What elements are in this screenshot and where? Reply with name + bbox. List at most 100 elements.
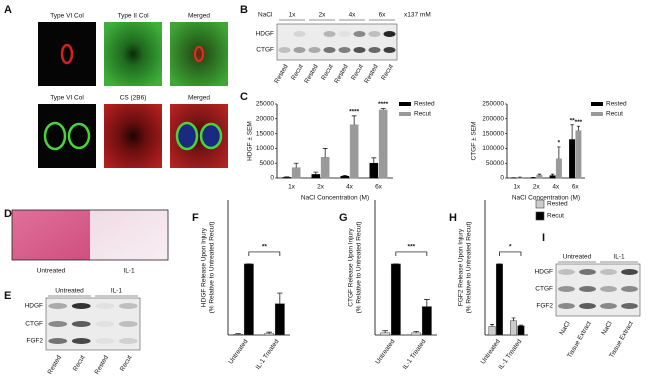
row-label: CTGF <box>535 286 553 293</box>
y-tick-label: 0 <box>270 175 274 182</box>
legend-label: Rested <box>606 101 627 108</box>
band <box>323 47 336 53</box>
x-tick-label: Untreated <box>374 338 396 366</box>
image-label: Type VI Col <box>50 95 84 102</box>
significance-label: * <box>558 140 561 147</box>
legend-swatch <box>535 211 545 221</box>
band <box>95 338 115 344</box>
bar <box>517 325 525 336</box>
row-label: FGF2 <box>26 338 43 345</box>
panel-a-images <box>38 22 228 168</box>
band <box>323 31 336 37</box>
error-bar <box>277 292 283 304</box>
bar <box>369 162 379 179</box>
band <box>600 269 617 275</box>
row-label: HDGF <box>25 303 43 310</box>
micrograph <box>170 22 228 86</box>
image-label: CS (2B6) <box>120 95 147 102</box>
band <box>368 31 381 37</box>
error-bar <box>351 115 357 125</box>
group-label: IL-1 <box>613 254 625 261</box>
y-tick-label: 150000 <box>482 130 504 137</box>
group-label: 6x <box>379 12 387 19</box>
band <box>48 321 68 327</box>
y-axis-label: FGF2 Release Upon Injury <box>458 228 465 306</box>
row-label: HDGF <box>256 31 274 38</box>
significance-label: * <box>509 244 512 251</box>
error-bar <box>519 324 523 326</box>
band <box>558 269 575 275</box>
band <box>353 47 366 53</box>
group-label: 4x <box>349 12 357 19</box>
group-label: Untreated <box>563 254 592 261</box>
bar <box>516 177 523 179</box>
y-axis-label: CTGF ± SEM <box>471 122 478 161</box>
y-axis-label: CTGF Release Upon Injury <box>348 228 355 307</box>
error-bar <box>550 173 555 176</box>
tissue-image <box>12 210 90 260</box>
image-label: Type II Col <box>117 13 149 20</box>
band <box>118 338 138 344</box>
band <box>621 286 638 292</box>
legend-swatch <box>591 112 603 116</box>
error-bar <box>576 125 581 131</box>
row-label: HDGF <box>535 269 553 276</box>
image-label: Untreated <box>37 268 66 275</box>
y-tick-label: 25000 <box>256 101 274 108</box>
panel-label: H <box>449 212 457 224</box>
error-bar <box>235 333 241 335</box>
significance-label: **** <box>349 109 360 116</box>
stain <box>43 121 67 151</box>
panel-label: C <box>240 91 248 103</box>
band <box>293 47 306 53</box>
x-tick-label: 6x <box>572 184 580 191</box>
band <box>293 31 306 37</box>
error-bar <box>371 157 377 164</box>
micrograph <box>38 22 96 86</box>
error-bar <box>382 330 388 333</box>
legend-label: Rested <box>414 101 435 108</box>
micrograph <box>38 104 96 168</box>
lane-label: Recut <box>72 354 87 372</box>
stain <box>60 43 74 65</box>
lane-label: Recut <box>320 63 335 81</box>
panel-label: I <box>542 232 545 244</box>
image-label: IL-1 <box>123 268 135 275</box>
image-label: Merged <box>188 95 210 102</box>
panel-label: A <box>4 4 12 16</box>
lane-label: NaCl <box>600 320 614 336</box>
legend-swatch <box>399 112 411 116</box>
lane-label: Rested <box>333 63 350 85</box>
band <box>48 303 68 309</box>
x-tick-label: 2x <box>317 184 325 191</box>
micrograph <box>104 104 162 168</box>
legend-swatch <box>535 199 545 209</box>
stain <box>194 46 204 62</box>
x-tick-label: 1x <box>288 184 296 191</box>
micrograph <box>104 22 162 86</box>
lane-label: Recut <box>290 63 305 81</box>
header-label: NaCl <box>258 12 273 19</box>
band <box>48 338 68 344</box>
error-bar <box>266 331 272 334</box>
error-bar <box>413 331 419 333</box>
bar <box>380 332 391 336</box>
tissue-image <box>90 210 168 260</box>
band <box>278 47 291 53</box>
bar <box>378 109 388 179</box>
y-tick-label: 15000 <box>256 130 274 137</box>
bar <box>411 332 422 336</box>
y-tick-label: 50000 <box>486 160 504 167</box>
y-axis-label: (% Relative to Untreated Recut) <box>209 222 216 314</box>
stain <box>67 122 91 150</box>
band <box>71 321 91 327</box>
x-axis-label: NaCl Concentration (M) <box>512 195 580 202</box>
panel-label: D <box>4 208 12 220</box>
row-label: CTGF <box>256 47 274 54</box>
band <box>621 269 638 275</box>
panel-label: F <box>192 212 199 224</box>
band <box>368 47 381 53</box>
error-bar <box>511 317 516 321</box>
band <box>338 47 351 53</box>
